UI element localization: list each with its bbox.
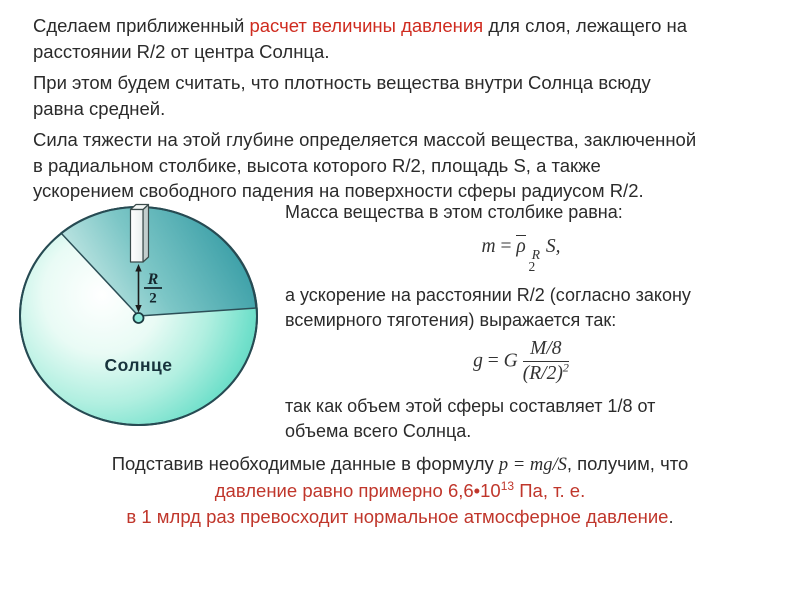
p1-text-a: Сделаем приближенный (33, 15, 250, 36)
comparison-text: в 1 млрд раз превосходит нормальное атмо… (126, 506, 669, 527)
p1-highlight-red: расчет величины давления (249, 15, 484, 36)
radius-arrow (135, 264, 142, 313)
density-column (129, 203, 150, 263)
paragraph-3: Сила тяжести на этой глубине определяетс… (33, 127, 781, 204)
fraction-denominator: 2 (528, 259, 536, 274)
volume-note: так как объем этой сферы составляет 1/8 … (285, 394, 757, 444)
intro-text-block: Сделаем приближенный расчет величины дав… (33, 13, 781, 210)
conclusion-block: Подставив необходимые данные в формулу p… (0, 451, 800, 530)
p2-line-2: равна средней. (33, 97, 166, 119)
gravity-fraction: M/8 (R/2)2 (522, 338, 569, 386)
conclusion-text-a: Подставив необходимые данные в формулу (111, 453, 499, 474)
volume-note-line-1: так как объем этой сферы составляет 1/8 … (285, 395, 656, 416)
radius-label-denominator: 2 (149, 291, 157, 307)
paragraph-2: При этом будем считать, что плотность ве… (33, 70, 781, 121)
p3-line-2: в радиальном столбике, высота которого R… (33, 154, 601, 176)
conclusion-line-1: Подставив необходимые данные в формулу p… (0, 451, 800, 478)
pressure-exponent: 13 (500, 478, 515, 493)
sun-label: Солнце (104, 355, 172, 375)
conclusion-line-2: давление равно примерно 6,6•1013 Па, т. … (0, 478, 800, 504)
gravity-formula-lhs: g (473, 350, 483, 372)
mean-density-symbol: ρ (516, 235, 526, 257)
p1-line-2: расстоянии R/2 от центра Солнца. (33, 40, 330, 62)
p1-text-b: для слоя, лежащего на (483, 15, 688, 36)
mass-formula-lhs: m (481, 236, 496, 257)
radius-label-numerator: R (147, 271, 159, 288)
gravitational-constant: G (503, 350, 518, 372)
volume-note-line-2: объема всего Солнца. (285, 420, 472, 441)
radius-fraction-label: R 2 (144, 271, 162, 307)
p3-line-3: ускорением свободного падения на поверхн… (33, 180, 644, 201)
pressure-formula: p = mg/S (498, 455, 567, 475)
conclusion-line-3: в 1 млрд раз превосходит нормальное атмо… (0, 504, 800, 530)
conclusion-text-b: , получим, что (566, 453, 689, 474)
denominator-exponent: 2 (562, 360, 569, 375)
gravity-fraction-numerator: M/8 (522, 338, 569, 363)
center-dot (132, 312, 145, 324)
final-period: . (668, 506, 674, 527)
gravity-formula: g = G M/8 (R/2)2 (285, 338, 757, 386)
p3-line-1: Сила тяжести на этой глубине определяетс… (33, 129, 697, 150)
p2-line-1: При этом будем считать, что плотность ве… (33, 72, 651, 93)
mass-formula-area: S, (545, 236, 561, 257)
equals-sign: = (500, 236, 512, 257)
acceleration-text: а ускорение на расстоянии R/2 (согласно … (285, 283, 757, 333)
right-text-column: Масса вещества в этом столбике равна: m … (285, 200, 757, 444)
sun-diagram: R 2 Солнце (19, 203, 258, 426)
gravity-fraction-denominator: (R/2)2 (523, 362, 569, 385)
denominator-base: (R/2) (522, 363, 563, 385)
paragraph-1: Сделаем приближенный расчет величины дав… (33, 13, 781, 64)
equals-sign: = (487, 350, 499, 372)
pressure-units-text: Па, т. е. (514, 480, 586, 501)
mass-intro-line: Масса вещества в этом столбике равна: (285, 202, 623, 222)
acceleration-line-2: всемирного тяготения) выражается так: (285, 310, 617, 330)
pressure-value-text: давление равно примерно 6,6•10 (214, 480, 501, 501)
acceleration-line-1: а ускорение на расстоянии R/2 (согласно … (285, 285, 691, 305)
fraction-numerator: R (531, 247, 540, 262)
